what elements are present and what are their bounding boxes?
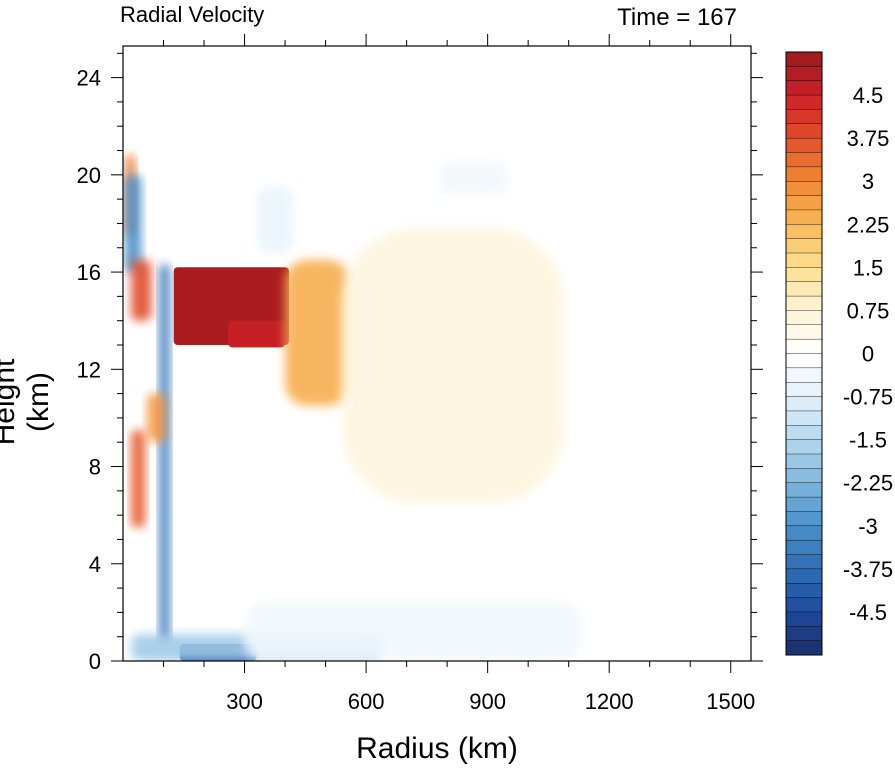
colorbar-band [785,137,823,153]
chart-subtitle: Time = 167 [617,4,737,31]
colorbar-band [785,353,823,369]
field-eye-outflow-upper [131,259,152,321]
field-outflow-anvil [341,228,565,503]
colorbar-band [785,626,823,642]
colorbar-band [785,525,823,541]
colorbar-tick-label: -3 [858,514,878,539]
colorbar-band [785,123,823,139]
field-eyewall-inflow-column [159,264,170,637]
y-tick-label: 24 [77,66,101,91]
colorbar-frame [785,51,823,656]
field-eye-inflow-top [125,174,142,273]
colorbar-band [785,511,823,527]
y-tick-label: 8 [89,455,101,480]
y-tick-label: 12 [77,357,101,382]
colorbar-band [785,482,823,498]
colorbar-band [785,382,823,398]
colorbar-band [785,66,823,82]
colorbar-band [785,496,823,512]
chart-title: Radial Velocity [120,2,265,27]
colorbar-band [785,209,823,225]
colorbar-band [785,453,823,469]
colorbar-tick-label: 2.25 [847,212,890,237]
field-boundary-inflow-weak [244,602,581,661]
x-tick-label: 600 [348,689,385,714]
velocity-field [125,155,581,661]
colorbar-band [785,295,823,311]
plot-frame [122,45,752,662]
colorbar-band [785,597,823,613]
colorbar-tick-label: 1.5 [853,255,884,280]
field-upper-inflow [256,186,294,253]
x-axis-label: Radius (km) [356,732,518,765]
colorbar-band [785,252,823,268]
colorbar-band [785,583,823,599]
colorbar-tick-label: -3.75 [843,557,893,582]
colorbar-band [785,195,823,211]
colorbar-band [785,152,823,168]
colorbar-tick-label: -1.5 [849,428,887,453]
field-mid-outflow-band [147,393,166,443]
colorbar-band [785,324,823,340]
colorbar-tick-label: -0.75 [843,385,893,410]
colorbar-band [785,539,823,556]
colorbar-band [785,166,823,182]
field-outflow-plume [285,259,350,406]
colorbar-tick-label: -4.5 [849,600,887,625]
colorbar-band [785,109,823,125]
colorbar-band [785,568,823,584]
colorbar: 4.5 3.75 3 2.25 1.5 0.75 0 -0.75 -1.5 -2.25 -3 -3.7… [785,51,893,656]
x-tick-label: 300 [226,689,263,714]
colorbar-band [785,611,823,627]
colorbar-band [785,281,823,297]
y-tick-label: 0 [89,649,101,674]
colorbar-band [785,396,823,412]
colorbar-band [785,439,823,455]
colorbar-band [785,224,823,240]
field-outflow-core-step [228,320,286,348]
colorbar-tick-label: 0 [862,342,874,367]
field-low-outflow-band [131,430,146,528]
colorbar-tick-label: -2.25 [843,471,893,496]
field-upper-inflow-far [439,162,508,195]
colorbar-band [785,181,823,197]
y-tick-label: 20 [77,163,101,188]
colorbar-tick-label: 0.75 [847,298,890,323]
colorbar-band [785,410,823,426]
x-tick-label: 1200 [585,689,634,714]
y-tick-label: 4 [89,552,101,577]
colorbar-band [785,238,823,254]
colorbar-band [785,640,823,656]
colorbar-band [785,554,823,570]
colorbar-band [785,367,823,383]
colorbar-band [785,310,823,326]
colorbar-tick-label: 3 [862,169,874,194]
colorbar-band [785,425,823,441]
colorbar-tick-label: 3.75 [847,126,890,151]
x-tick-label: 1500 [706,689,755,714]
colorbar-band [785,338,823,354]
x-tick-label: 900 [469,689,506,714]
colorbar-band [785,80,823,96]
colorbar-band [785,94,823,110]
colorbar-band [785,267,823,283]
colorbar-band [785,468,823,484]
colorbar-tick-label: 4.5 [853,83,884,108]
colorbar-band [785,51,823,67]
y-tick-label: 16 [77,260,101,285]
